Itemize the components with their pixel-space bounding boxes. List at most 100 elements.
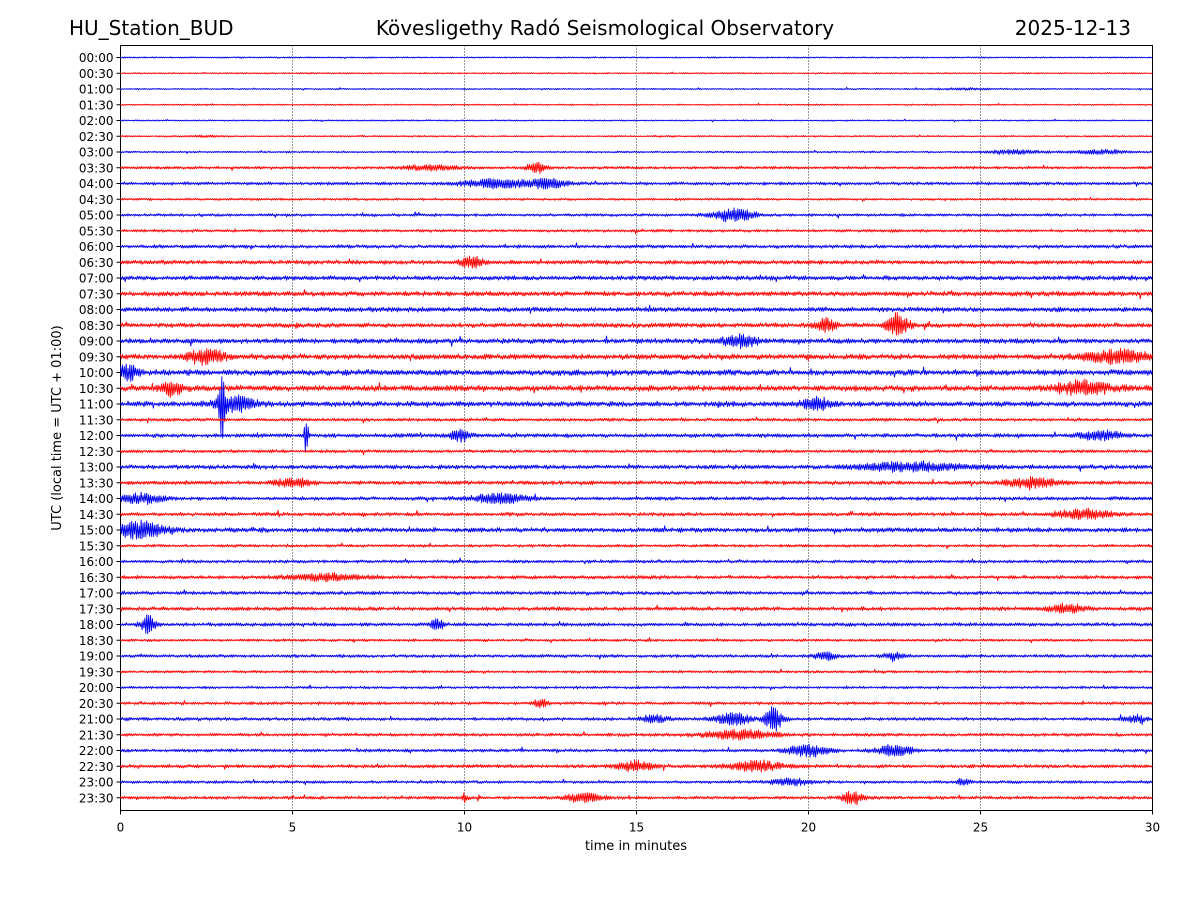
trace-1530 [120,542,1153,550]
y-axis-label: UTC (local time = UTC + 01:00) [50,325,65,530]
y-tick-label: 16:30 [79,571,114,585]
y-tick-label: 10:00 [79,366,114,380]
y-tick-label: 01:30 [79,98,114,112]
y-tick-label: 14:00 [79,492,114,506]
trace-0530 [120,228,1153,235]
trace-1430 [120,507,1153,521]
y-tick-label: 11:00 [79,398,114,412]
trace-2300 [120,777,1153,787]
y-tick-label: 02:00 [79,114,114,128]
y-tick-label: 01:00 [79,83,114,97]
trace-0200 [120,118,1153,123]
trace-1000 [120,363,1153,382]
x-axis-ticks: 0 5 10 15 20 25 30 [117,810,1160,835]
trace-0930 [120,347,1153,366]
vertical-grid [292,45,981,811]
trace-0830 [120,311,1153,336]
trace-1900 [120,651,1153,663]
trace-2200 [120,743,1153,758]
y-tick-label: 22:30 [79,760,114,774]
traces [120,56,1153,806]
trace-1700 [120,589,1153,596]
trace-2030 [120,698,1153,709]
y-tick-label: 11:30 [79,413,114,427]
trace-0330 [120,161,1153,174]
y-tick-label: 15:30 [79,539,114,553]
station-title: HU_Station_BUD [69,16,234,40]
trace-0630 [120,255,1153,269]
y-tick-label: 12:00 [79,429,114,443]
trace-0300 [120,148,1153,155]
y-tick-label: 09:30 [79,350,114,364]
trace-0500 [120,207,1153,223]
y-tick-label: 08:30 [79,319,114,333]
y-tick-label: 02:30 [79,130,114,144]
y-tick-label: 19:00 [79,650,114,664]
y-tick-label: 16:00 [79,555,114,569]
trace-0000 [120,56,1153,59]
trace-1930 [120,668,1153,675]
trace-0730 [120,289,1153,300]
y-tick-label: 18:00 [79,618,114,632]
date-title: 2025-12-13 [1015,16,1131,40]
trace-0700 [120,274,1153,283]
y-tick-label: 23:00 [79,776,114,790]
trace-0100 [120,86,1153,91]
trace-0800 [120,304,1153,314]
y-tick-label: 12:30 [79,445,114,459]
x-tick-label: 15 [629,821,644,835]
trace-1600 [120,557,1153,565]
y-tick-label: 22:00 [79,744,114,758]
x-tick-label: 10 [457,821,472,835]
trace-0600 [120,242,1153,250]
trace-1800 [120,614,1153,635]
trace-1230 [120,448,1153,456]
y-tick-label: 07:30 [79,287,114,301]
x-axis-label: time in minutes [585,839,687,854]
y-tick-label: 23:30 [79,791,114,805]
trace-1330 [120,476,1153,491]
y-tick-label: 10:30 [79,382,114,396]
trace-1030 [120,378,1153,399]
x-tick-label: 30 [1145,821,1160,835]
y-tick-label: 17:00 [79,587,114,601]
y-tick-label: 03:30 [79,161,114,175]
y-tick-label: 13:30 [79,476,114,490]
trace-1100 [120,376,1153,439]
trace-2330 [120,790,1153,806]
trace-1630 [120,571,1153,583]
y-tick-label: 00:30 [79,67,114,81]
trace-0400 [120,177,1153,190]
y-tick-label: 04:30 [79,193,114,207]
trace-2230 [120,759,1153,773]
y-tick-label: 13:00 [79,461,114,475]
trace-2000 [120,684,1153,691]
y-tick-label: 08:00 [79,303,114,317]
trace-1300 [120,460,1153,473]
observatory-title: Kövesligethy Radó Seismological Observat… [376,16,834,40]
y-tick-label: 06:00 [79,240,114,254]
y-tick-label: 17:30 [79,602,114,616]
trace-0900 [120,333,1153,350]
trace-1500 [120,519,1153,540]
y-tick-label: 07:00 [79,272,114,286]
y-tick-label: 20:30 [79,697,114,711]
y-tick-label: 18:30 [79,634,114,648]
x-tick-label: 0 [117,821,125,835]
x-tick-label: 20 [801,821,816,835]
y-tick-label: 09:00 [79,335,114,349]
y-tick-label: 14:30 [79,508,114,522]
trace-0230 [120,134,1153,139]
trace-1830 [120,637,1153,644]
trace-1130 [120,416,1153,424]
y-tick-label: 04:00 [79,177,114,191]
y-tick-label: 00:00 [79,51,114,65]
trace-1400 [120,491,1153,506]
x-tick-label: 5 [289,821,297,835]
trace-0130 [120,102,1153,107]
y-tick-label: 05:30 [79,224,114,238]
trace-1730 [120,602,1153,614]
trace-0030 [120,71,1153,75]
